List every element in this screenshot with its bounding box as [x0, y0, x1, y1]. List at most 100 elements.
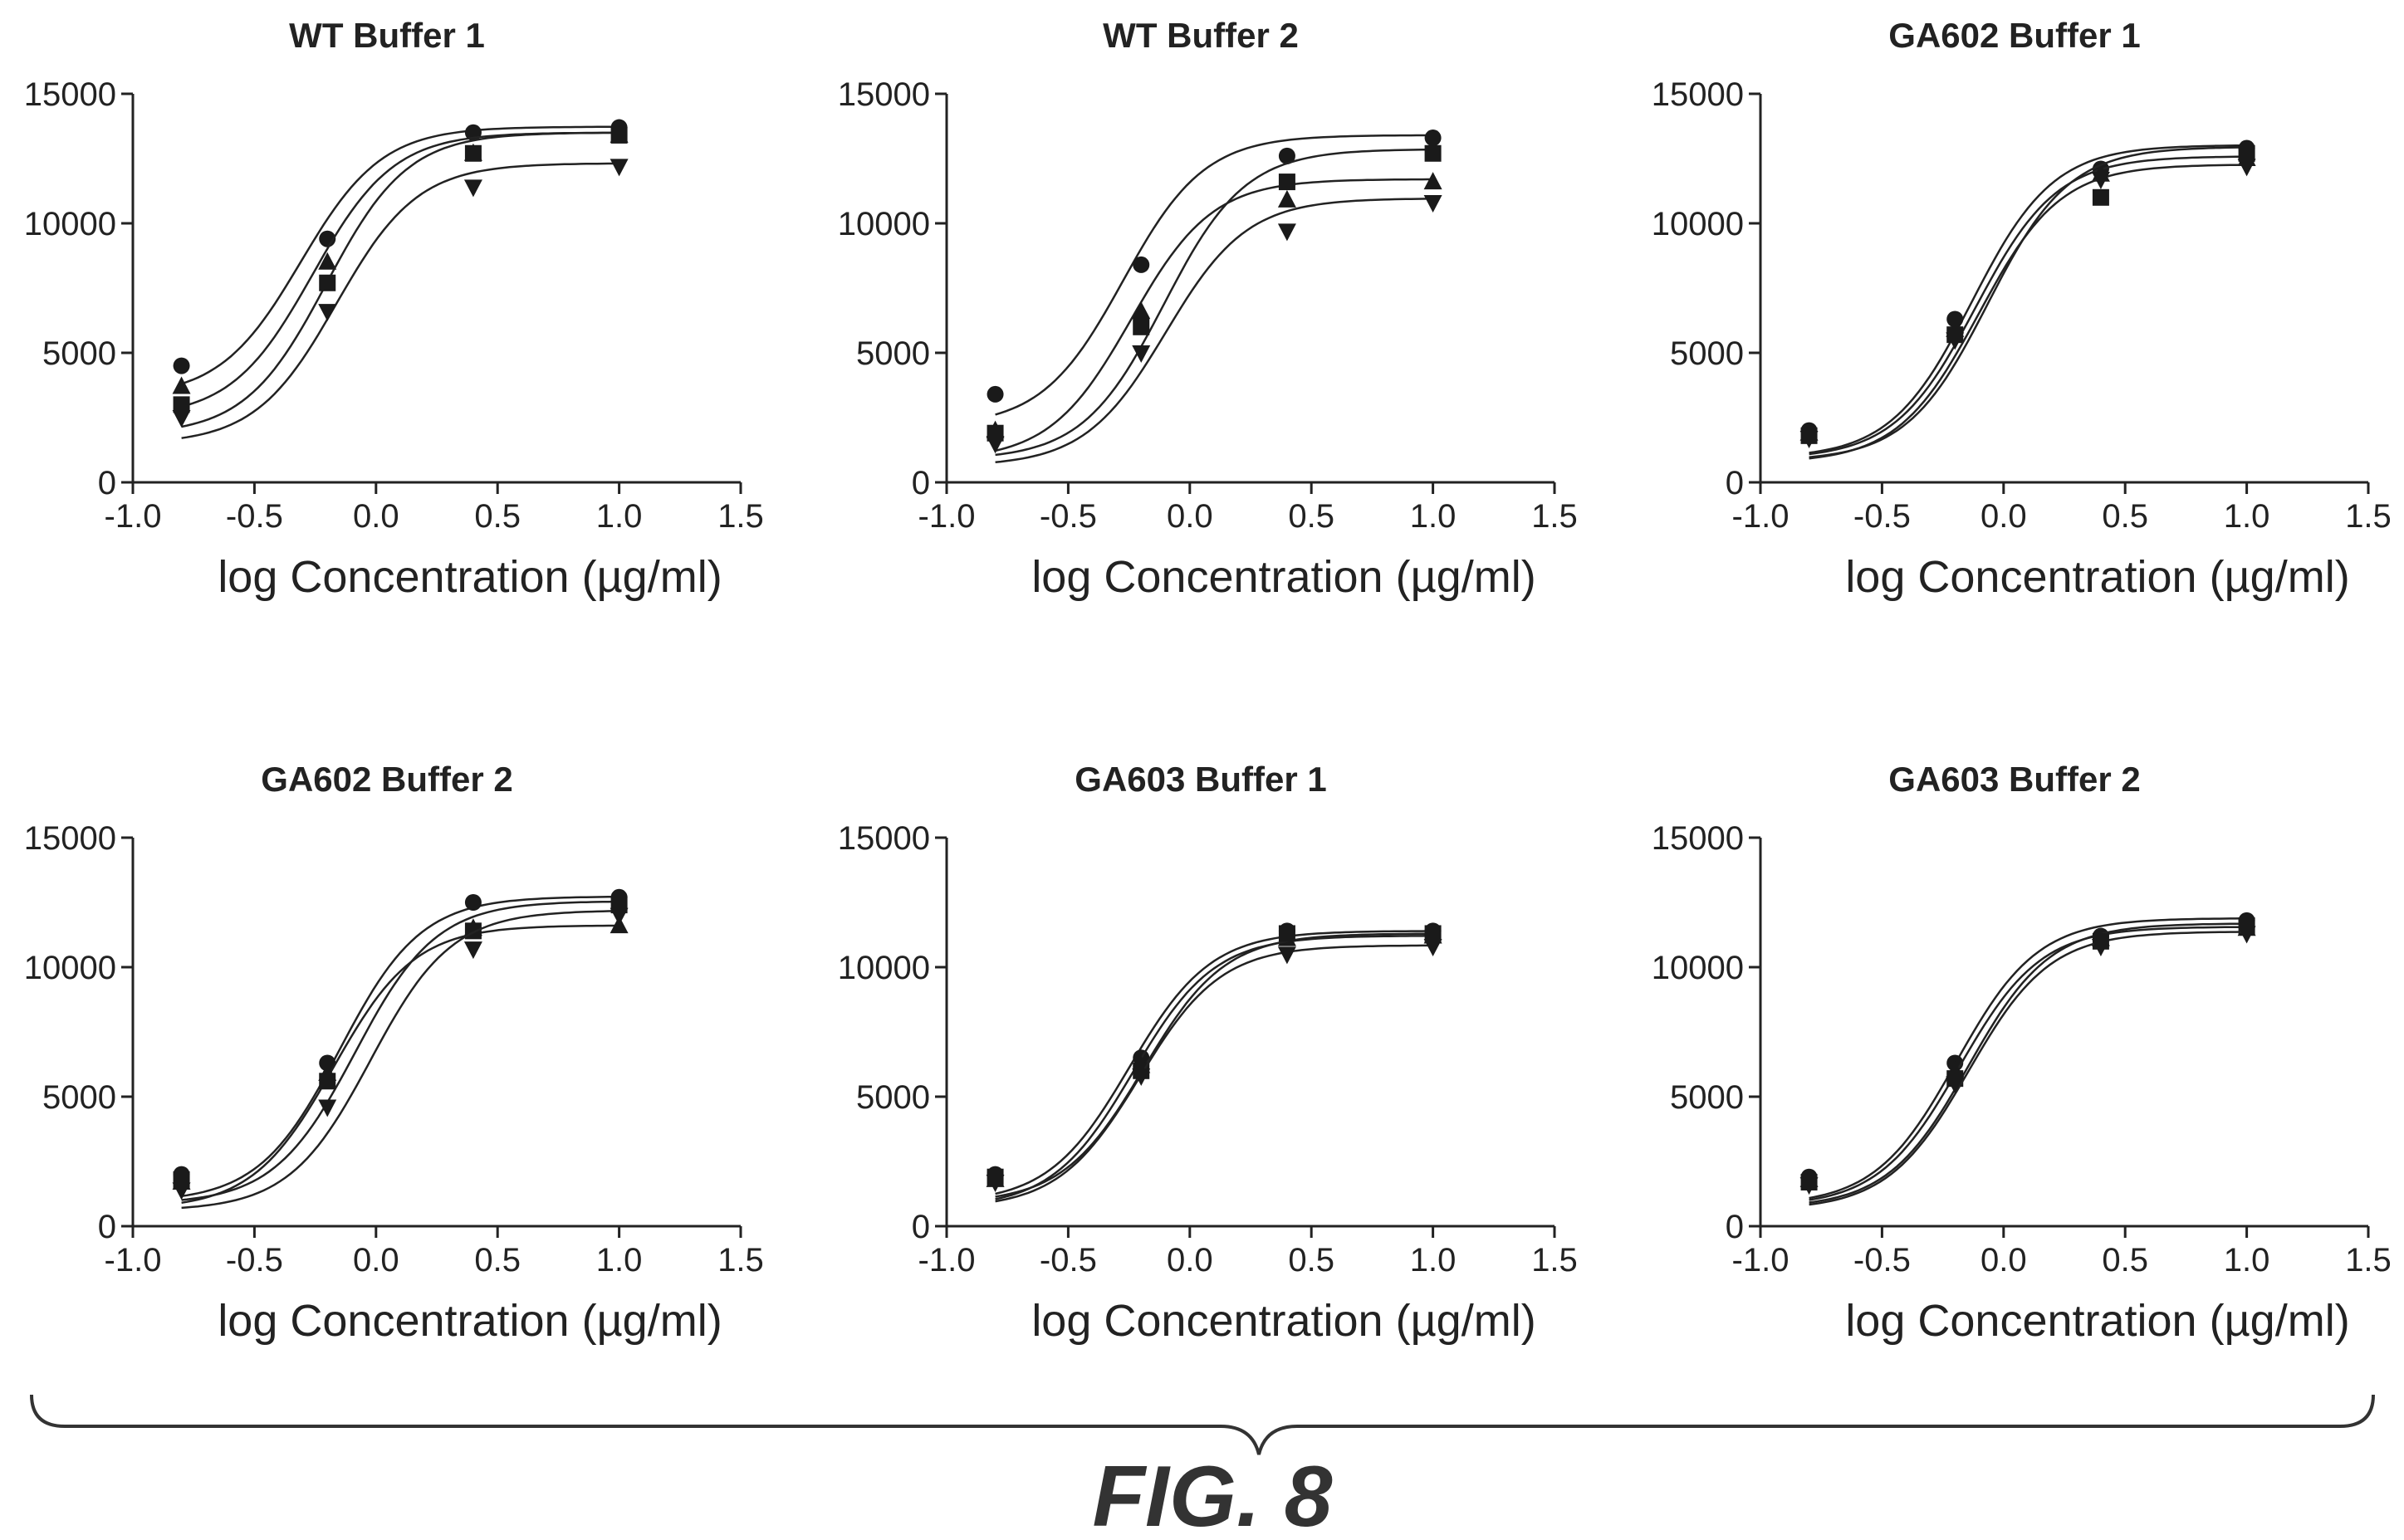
x-tick-label: -0.5: [1040, 1242, 1097, 1278]
chart-title: WT Buffer 1: [289, 16, 485, 55]
x-axis-label: log Concentration (µg/ml): [1845, 1296, 2349, 1346]
chart-title: WT Buffer 2: [1103, 16, 1299, 55]
data-point: [610, 907, 629, 926]
data-point: [2237, 159, 2256, 177]
data-point: [172, 376, 191, 394]
series-curve: [1809, 922, 2247, 1204]
y-tick-label: 0: [912, 465, 930, 501]
chart-panel: WT Buffer 2 0 5000 10000 15000 -1.0 -0.5 0.0 0.5…: [838, 16, 1578, 602]
y-tick-label: 5000: [42, 1079, 116, 1116]
chart-title: GA603 Buffer 2: [1888, 760, 2140, 799]
data-point: [172, 410, 191, 428]
data-point: [318, 1099, 337, 1117]
series-curve: [181, 924, 619, 1205]
chart-title: GA603 Buffer 1: [1075, 760, 1326, 799]
data-point: [1946, 1076, 1965, 1094]
x-tick-label: -1.0: [918, 1242, 976, 1278]
series-curve: [181, 125, 619, 385]
y-tick-label: 0: [98, 465, 116, 501]
data-point: [1132, 345, 1151, 363]
y-tick-label: 15000: [24, 820, 116, 857]
x-tick-label: 1.5: [2345, 1242, 2392, 1278]
data-point: [1423, 939, 1442, 957]
y-tick-label: 10000: [1652, 206, 1744, 242]
x-tick-label: 0.0: [353, 498, 399, 535]
x-tick-label: 1.0: [1410, 498, 1457, 535]
y-tick-label: 5000: [1670, 335, 1744, 372]
data-point: [1946, 332, 1965, 350]
data-point: [1277, 223, 1296, 242]
data-point: [1133, 256, 1150, 273]
chart-panel: GA602 Buffer 1 0 5000 10000 15000 -1.0 -0.5 0.0…: [1652, 16, 2392, 602]
data-point: [172, 1182, 191, 1200]
series-curve: [1809, 144, 2247, 454]
series-curve: [995, 134, 1433, 416]
data-point: [1132, 301, 1151, 320]
x-tick-label: 0.5: [2102, 498, 2148, 535]
series-curve: [1809, 926, 2247, 1201]
chart-panels: WT Buffer 1 0 5000 10000 15000 -1.0 -0.5 0.0 0.5…: [24, 16, 2392, 1346]
data-point: [319, 274, 336, 291]
data-point: [2238, 144, 2255, 162]
x-tick-label: 1.5: [1531, 498, 1578, 535]
series-curve: [181, 131, 619, 428]
data-point: [986, 1174, 1005, 1192]
series-curve: [181, 900, 619, 1201]
data-point: [1799, 1177, 1819, 1195]
x-tick-label: 0.5: [1288, 1242, 1334, 1278]
data-point: [173, 357, 190, 374]
x-tick-label: -1.0: [918, 498, 976, 535]
x-tick-label: 1.0: [2224, 498, 2270, 535]
chart-title: GA602 Buffer 1: [1888, 16, 2140, 55]
x-axis-label: log Concentration (µg/ml): [1031, 552, 1535, 602]
data-point: [610, 126, 628, 144]
y-tick-label: 10000: [24, 950, 116, 986]
x-tick-label: -1.0: [105, 498, 162, 535]
series-curve: [995, 178, 1433, 452]
data-point: [2091, 939, 2110, 957]
data-point: [463, 179, 482, 198]
x-axis-label: log Concentration (µg/ml): [218, 552, 722, 602]
data-point: [318, 304, 337, 322]
x-tick-label: -0.5: [1853, 1242, 1911, 1278]
data-point: [1799, 430, 1819, 448]
y-tick-label: 15000: [838, 820, 930, 857]
x-tick-label: 1.5: [717, 1242, 764, 1278]
y-tick-label: 10000: [24, 206, 116, 242]
y-tick-label: 5000: [42, 335, 116, 372]
data-point: [1278, 925, 1295, 942]
chart-panel: GA602 Buffer 2 0 5000 10000 15000 -1.0 -0.5 0.0…: [24, 760, 764, 1346]
data-point: [986, 436, 1005, 454]
figure-label: FIG. 8: [1093, 1449, 1333, 1540]
y-tick-label: 5000: [1670, 1079, 1744, 1116]
x-axis-label: log Concentration (µg/ml): [1845, 552, 2349, 602]
x-axis-label: log Concentration (µg/ml): [1031, 1296, 1535, 1346]
x-tick-label: 0.0: [1167, 498, 1213, 535]
series-curve: [1809, 931, 2247, 1206]
x-tick-label: 1.5: [2345, 498, 2392, 535]
x-tick-label: 0.0: [1167, 1242, 1213, 1278]
y-tick-label: 10000: [1652, 950, 1744, 986]
series-curve: [995, 944, 1433, 1203]
x-tick-label: -0.5: [226, 498, 283, 535]
x-tick-label: 1.0: [2224, 1242, 2270, 1278]
series-curve: [1809, 917, 2247, 1200]
y-tick-label: 15000: [1652, 76, 1744, 113]
x-tick-label: -0.5: [1040, 498, 1097, 535]
data-point: [1423, 195, 1442, 213]
data-point: [1278, 147, 1295, 164]
x-tick-label: -1.0: [1732, 498, 1790, 535]
series-curve: [995, 935, 1433, 1200]
chart-panel: GA603 Buffer 1 0 5000 10000 15000 -1.0 -0.5 0.0…: [838, 760, 1578, 1346]
series-curve: [995, 198, 1433, 463]
y-tick-label: 15000: [1652, 820, 1744, 857]
data-point: [319, 1054, 336, 1072]
data-point: [464, 894, 482, 911]
data-point: [1424, 925, 1442, 942]
series-curve: [181, 910, 619, 1210]
y-tick-label: 15000: [24, 76, 116, 113]
x-tick-label: 0.0: [1980, 1242, 2027, 1278]
x-tick-label: -1.0: [1732, 1242, 1790, 1278]
data-point: [1946, 310, 1964, 328]
